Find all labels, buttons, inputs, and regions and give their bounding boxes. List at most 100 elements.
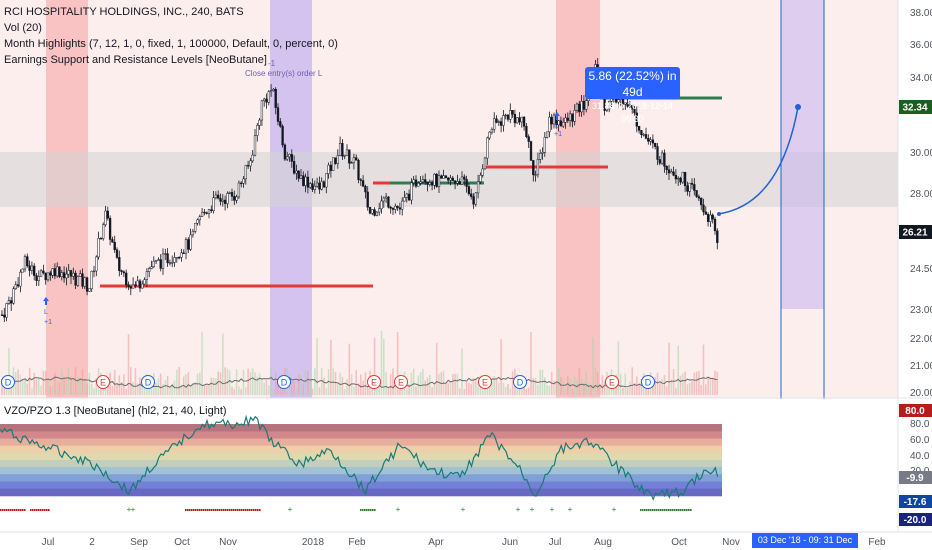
volume-bar <box>495 379 498 395</box>
candle-body <box>136 280 139 287</box>
time-tick-label: 2018 <box>302 537 325 548</box>
volume-bar <box>70 376 72 395</box>
volume-bar <box>176 369 178 395</box>
symbol-title[interactable]: RCI HOSPITALITY HOLDINGS, INC., 240, BAT… <box>4 6 244 18</box>
volume-bar <box>348 343 351 395</box>
volume-bar <box>537 384 539 395</box>
candle-body <box>217 194 220 199</box>
volume-bar <box>422 368 424 395</box>
volume-bar <box>562 378 564 395</box>
signal-dot <box>233 509 235 511</box>
price-tick-label: 20.00 <box>910 388 932 399</box>
candle-body <box>159 259 162 269</box>
volume-bar <box>270 368 272 395</box>
signal-dot <box>360 509 362 511</box>
oscillator-badge-text: 80.0 <box>905 406 925 417</box>
time-axis[interactable]: Jul 2 Sep Oct Nov 2018 Feb Apr Jun Jul Aug Oct Nov Fe… <box>42 537 886 548</box>
month-highlights-label[interactable]: Month Highlights (7, 12, 1, 0, fixed, 1,… <box>4 38 338 50</box>
volume-bar <box>415 386 417 395</box>
candle-body <box>380 200 383 210</box>
volume-bar <box>309 379 311 395</box>
oscillator-axis[interactable]: 80.060.040.020.0-20.080.0-9.9-17.6-20.0 <box>899 404 932 526</box>
candle-body <box>578 103 581 113</box>
volume-bar <box>224 367 226 395</box>
candle-body <box>506 114 510 120</box>
volume-indicator-label[interactable]: Vol (20) <box>4 22 42 34</box>
projection-label[interactable]: 5.86 (22.52%) in 49d 31.88 ⊙ 2018-12-14 … <box>585 67 680 124</box>
candle-body <box>366 191 369 208</box>
svg-text:L: L <box>44 309 48 316</box>
signal-plus: + <box>127 505 132 514</box>
candle-body <box>520 116 523 123</box>
volume-bar <box>665 386 668 395</box>
candle-body <box>502 115 505 126</box>
earnings-indicator-label[interactable]: Earnings Support and Resistance Levels [… <box>4 54 267 66</box>
candle-body <box>235 196 238 201</box>
time-tick-label: Oct <box>671 537 687 548</box>
time-tick-label: Aug <box>594 537 612 548</box>
projection-point[interactable] <box>795 104 801 110</box>
volume-bar <box>171 383 173 395</box>
signal-dot <box>255 509 257 511</box>
volume-bar <box>500 339 502 395</box>
volume-bar <box>613 382 615 395</box>
candle-body <box>111 239 114 243</box>
candle-body <box>640 130 643 135</box>
signal-dot <box>690 509 692 511</box>
projection-curve <box>717 106 799 215</box>
price-tick-label: 38.00 <box>910 8 932 19</box>
candle-body <box>470 193 473 197</box>
long-entry-mark: L +1 <box>43 297 52 326</box>
candle-body <box>191 231 195 236</box>
oscillator-title[interactable]: VZO/PZO 1.3 [NeoButane] (hl2, 21, 40, Li… <box>4 405 227 417</box>
oscillator-tick-label: 40.0 <box>910 451 930 462</box>
volume-bar <box>445 384 447 395</box>
volume-bar <box>166 376 169 395</box>
volume-bar <box>314 368 316 395</box>
candle-body <box>122 271 126 274</box>
candle-body <box>490 128 494 133</box>
candle-body <box>309 183 312 188</box>
price-axis[interactable]: 38.00 36.00 34.00 30.00 28.00 24.50 23.00 22.00… <box>899 8 932 399</box>
volume-bar <box>116 383 118 395</box>
volume-bar <box>502 382 505 395</box>
svg-text:L: L <box>555 123 559 130</box>
volume-bar <box>281 383 284 395</box>
candle-body <box>511 110 514 115</box>
signal-dot <box>191 509 193 511</box>
signal-dot <box>199 509 201 511</box>
candle-body <box>665 166 668 170</box>
volume-bar <box>438 373 440 395</box>
candle-body <box>476 181 480 194</box>
candle-body <box>343 155 346 157</box>
signal-dot <box>650 509 652 511</box>
vzo-line <box>0 414 719 501</box>
volume-bar <box>88 372 91 395</box>
candle-body <box>440 175 443 179</box>
volume-bar <box>47 378 49 395</box>
signal-dot <box>374 509 376 511</box>
candle-body <box>566 117 569 121</box>
candle-body <box>437 175 441 187</box>
signal-dot <box>24 509 26 511</box>
volume-bar <box>134 368 137 395</box>
volume-bar <box>33 372 35 395</box>
candle-body <box>311 183 314 190</box>
candle-body <box>154 260 158 262</box>
candle-body <box>407 193 411 201</box>
candle-body <box>389 206 392 209</box>
volume-bar <box>410 372 413 395</box>
volume-bar <box>192 383 194 395</box>
projection-origin[interactable] <box>717 212 721 216</box>
candle-body <box>14 284 17 290</box>
candle-body <box>320 181 323 190</box>
volume-bar <box>684 371 686 395</box>
volume-bar <box>463 388 466 395</box>
candle-body <box>391 208 395 210</box>
volume-bar <box>254 372 256 395</box>
candle-body <box>564 117 567 123</box>
candle-body <box>228 192 231 194</box>
earnings-marker-label: D <box>281 378 288 388</box>
